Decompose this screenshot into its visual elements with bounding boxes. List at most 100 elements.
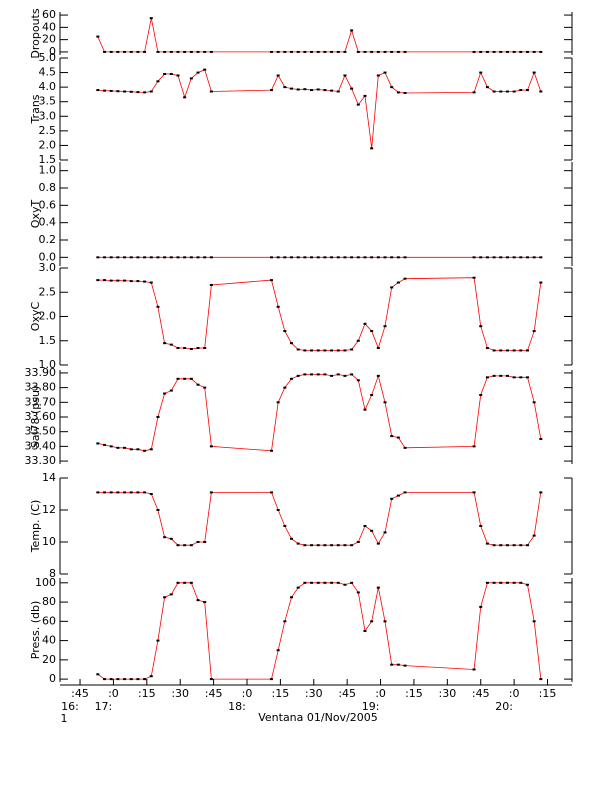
data-point: [269, 678, 273, 681]
data-point: [116, 256, 120, 259]
x-axis-label: Ventana 01/Nov/2005: [258, 711, 378, 724]
data-point: [183, 96, 187, 99]
data-point: [103, 279, 107, 282]
y-tick-label: 100: [35, 576, 56, 589]
data-point: [163, 536, 167, 539]
data-point: [123, 279, 127, 282]
data-point: [350, 544, 354, 547]
data-point: [479, 50, 483, 53]
data-point: [356, 339, 360, 342]
data-point: [390, 86, 394, 89]
data-point: [276, 50, 280, 53]
data-point: [196, 383, 200, 386]
data-point: [316, 544, 320, 547]
data-point: [310, 544, 314, 547]
data-point: [323, 544, 327, 547]
y-tick-label: 2.5: [39, 285, 57, 298]
data-point: [129, 90, 133, 93]
x-hour-label: 17:: [95, 700, 113, 713]
x-tick-label: :15: [138, 687, 156, 700]
data-point: [149, 256, 153, 259]
data-point: [343, 256, 347, 259]
data-point: [479, 71, 483, 74]
y-tick-label: 2.0: [39, 310, 57, 323]
data-point: [539, 491, 543, 494]
data-point: [183, 50, 187, 53]
data-point: [143, 50, 147, 53]
y-tick-label: 4.5: [39, 66, 57, 79]
data-point: [209, 445, 213, 448]
data-point: [269, 279, 273, 282]
data-line: [97, 492, 542, 546]
data-point: [123, 678, 127, 681]
data-point: [156, 509, 160, 511]
x-hour-label: 16:: [61, 700, 79, 713]
y-tick-label: 33.90: [25, 366, 57, 379]
data-point: [136, 491, 140, 494]
data-point: [472, 256, 476, 259]
data-point: [129, 448, 133, 451]
y-tick-label: 60: [42, 8, 56, 21]
x-tick-label: :0: [375, 687, 386, 700]
data-point: [156, 80, 160, 83]
data-point: [539, 678, 543, 681]
data-point: [390, 256, 394, 259]
data-point: [296, 374, 300, 377]
data-point: [492, 50, 496, 53]
data-point: [343, 583, 347, 586]
data-point: [336, 581, 340, 584]
data-point: [169, 343, 173, 346]
data-point: [310, 349, 314, 352]
data-point: [343, 74, 347, 77]
data-point: [169, 256, 173, 259]
data-point: [209, 50, 213, 53]
data-point: [136, 280, 140, 283]
x-tick-label: :45: [338, 687, 356, 700]
data-point: [316, 349, 320, 352]
data-point: [276, 256, 280, 259]
data-point: [169, 537, 173, 540]
data-point: [196, 71, 200, 74]
data-point: [330, 581, 334, 584]
y-tick-label: 33.30: [25, 454, 57, 467]
data-point: [519, 376, 523, 379]
data-point: [505, 374, 509, 377]
y-tick-label: 20: [42, 653, 56, 666]
data-point: [303, 256, 307, 259]
data-point: [316, 373, 320, 376]
data-point: [209, 90, 213, 93]
data-point: [479, 525, 483, 527]
data-point: [356, 541, 360, 543]
data-point: [176, 377, 180, 380]
data-point: [296, 542, 300, 545]
data-point: [203, 50, 207, 53]
y-tick-label: 20: [42, 33, 56, 46]
data-point: [303, 581, 307, 584]
data-point: [383, 401, 387, 404]
y-axis-label: Press. (db): [29, 601, 42, 660]
y-tick-label: 33.80: [25, 381, 57, 394]
data-point: [310, 256, 314, 259]
x-hour-label: 18:: [228, 700, 246, 713]
data-point: [196, 541, 200, 543]
data-point: [370, 330, 374, 333]
data-point: [485, 50, 489, 53]
data-point: [276, 509, 280, 511]
data-point: [390, 497, 394, 500]
data-point: [203, 68, 207, 71]
data-point: [169, 593, 173, 596]
data-point: [129, 678, 133, 681]
data-point: [103, 443, 107, 446]
data-point: [143, 678, 147, 681]
data-point: [330, 349, 334, 352]
data-point: [512, 256, 516, 259]
data-point: [336, 349, 340, 352]
data-point: [156, 416, 160, 418]
data-point: [96, 491, 100, 494]
y-tick-label: 33.70: [25, 395, 57, 408]
data-point: [103, 491, 107, 494]
data-point: [370, 147, 374, 150]
data-point: [96, 442, 100, 445]
data-point: [403, 491, 407, 494]
